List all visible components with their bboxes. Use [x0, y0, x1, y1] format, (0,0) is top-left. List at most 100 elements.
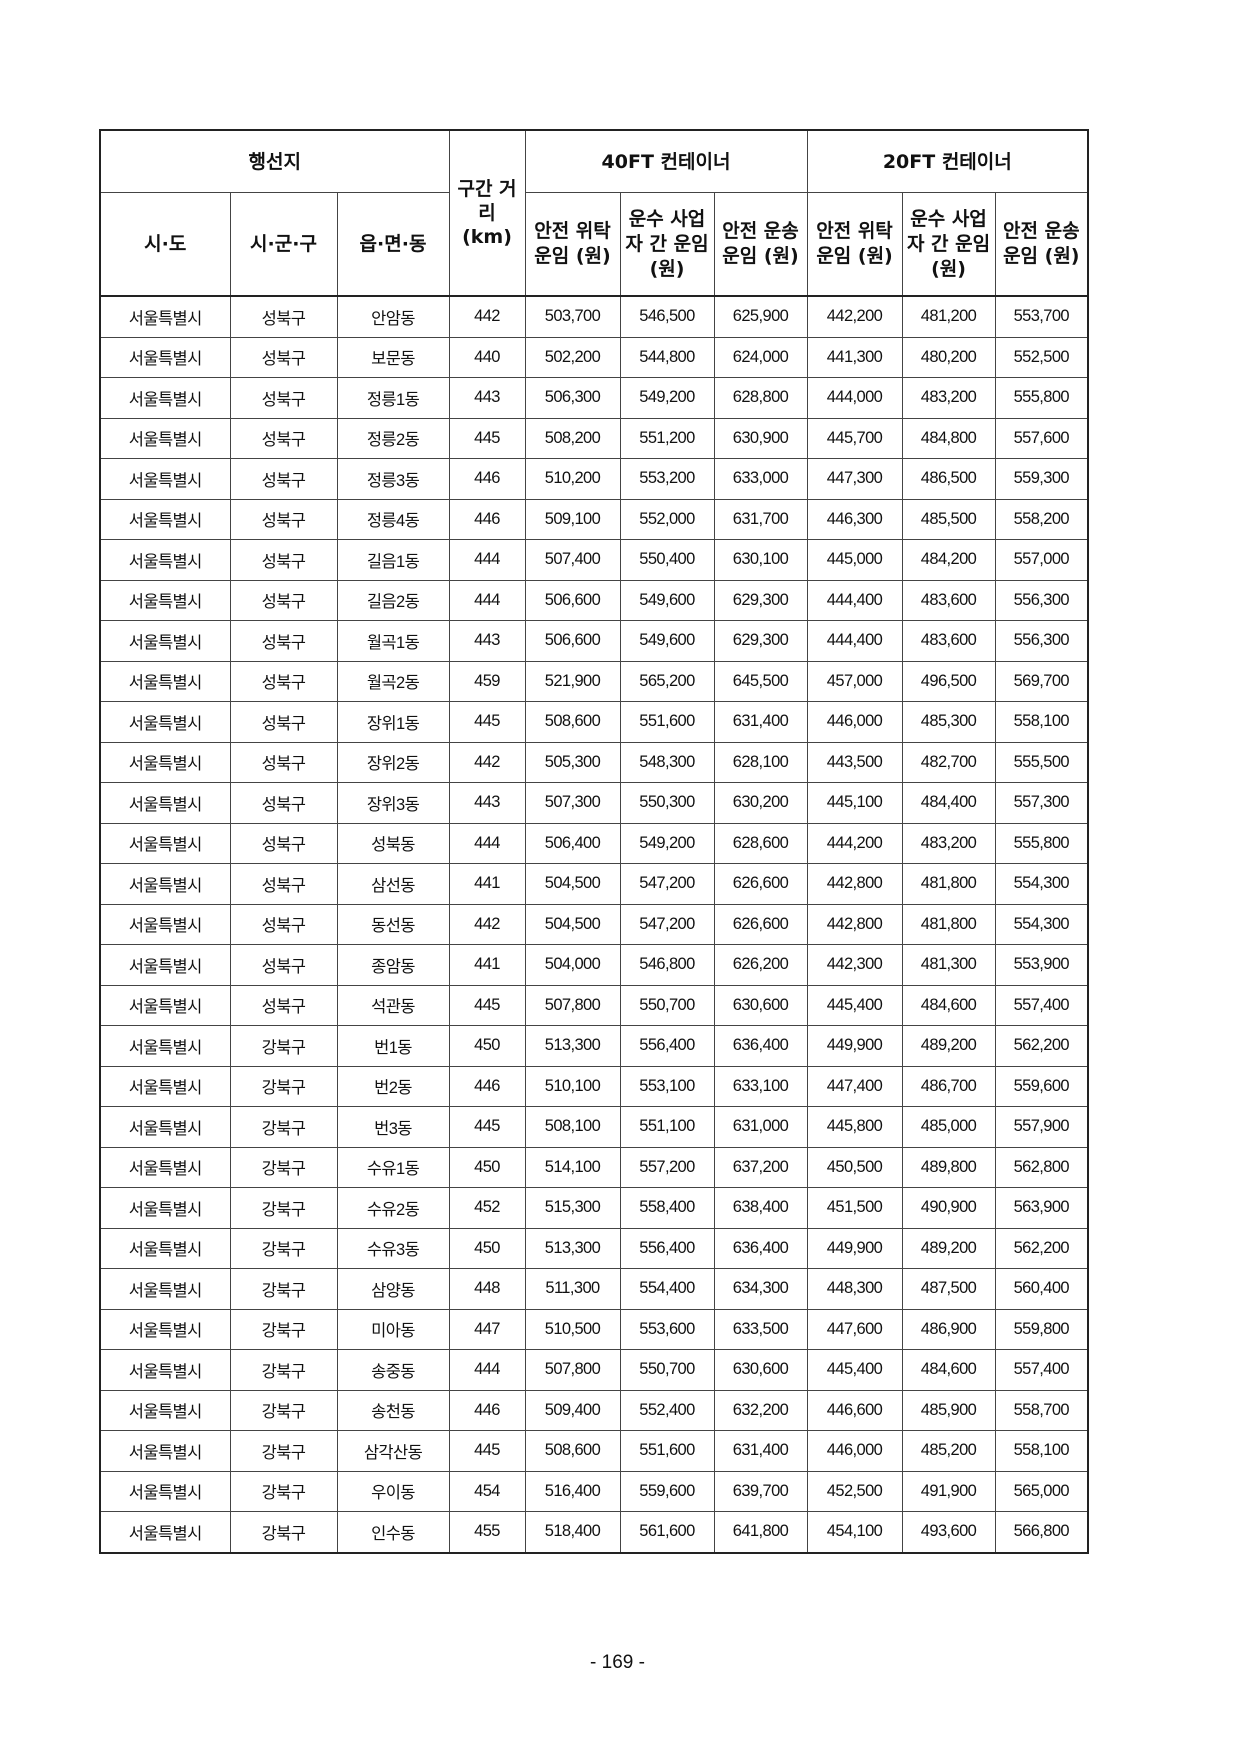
cell-sigungu: 성북구 — [229, 944, 338, 986]
cell-40ft-carrier: 558,400 — [619, 1187, 715, 1229]
cell-40ft-carrier: 565,200 — [619, 660, 715, 702]
cell-40ft-consign: 515,300 — [524, 1187, 621, 1229]
cell-eupmyeondong: 번2동 — [336, 1065, 450, 1107]
cell-40ft-safe: 631,000 — [713, 1106, 808, 1148]
cell-sido: 서울특별시 — [99, 1065, 231, 1107]
cell-40ft-safe: 637,200 — [713, 1146, 808, 1188]
cell-sigungu: 강북구 — [229, 1308, 338, 1350]
table-row: 서울특별시 강북구 미아동 447 510,500 553,600 633,500 447,6… — [99, 1308, 1089, 1350]
cell-40ft-safe: 634,300 — [713, 1268, 808, 1310]
cell-sigungu: 성북구 — [229, 984, 338, 1026]
cell-distance: 443 — [448, 377, 526, 419]
cell-20ft-carrier: 493,600 — [901, 1511, 996, 1553]
table-row: 서울특별시 강북구 수유1동 450 514,100 557,200 637,200 450,… — [99, 1146, 1089, 1188]
header-destination: 행선지 — [99, 129, 450, 193]
header-20ft-carrier: 운수 사업자 간 운임 (원) — [901, 192, 996, 297]
cell-20ft-carrier: 484,200 — [901, 539, 996, 581]
cell-20ft-carrier: 484,600 — [901, 1349, 996, 1391]
cell-40ft-safe: 631,400 — [713, 701, 808, 743]
cell-sigungu: 성북구 — [229, 660, 338, 702]
cell-distance: 445 — [448, 1106, 526, 1148]
cell-40ft-safe: 629,300 — [713, 620, 808, 662]
cell-40ft-consign: 510,200 — [524, 458, 621, 500]
cell-sigungu: 성북구 — [229, 579, 338, 621]
cell-20ft-carrier: 489,200 — [901, 1025, 996, 1067]
cell-sido: 서울특별시 — [99, 1470, 231, 1512]
cell-40ft-carrier: 561,600 — [619, 1511, 715, 1553]
cell-eupmyeondong: 장위1동 — [336, 701, 450, 743]
cell-sido: 서울특별시 — [99, 1268, 231, 1310]
cell-40ft-carrier: 551,200 — [619, 417, 715, 459]
cell-eupmyeondong: 우이동 — [336, 1470, 450, 1512]
cell-sido: 서울특별시 — [99, 660, 231, 702]
cell-sido: 서울특별시 — [99, 984, 231, 1026]
cell-eupmyeondong: 정릉1동 — [336, 377, 450, 419]
table-row: 서울특별시 성북구 정릉1동 443 506,300 549,200 628,800 444,… — [99, 377, 1089, 419]
header-distance: 구간 거리 (km) — [448, 129, 526, 297]
cell-sido: 서울특별시 — [99, 1308, 231, 1350]
cell-distance: 445 — [448, 1430, 526, 1472]
cell-20ft-consign: 442,800 — [806, 903, 903, 945]
cell-20ft-safe: 552,500 — [994, 336, 1089, 378]
cell-20ft-safe: 563,900 — [994, 1187, 1089, 1229]
cell-20ft-safe: 557,600 — [994, 417, 1089, 459]
cell-sigungu: 강북구 — [229, 1227, 338, 1269]
cell-40ft-carrier: 552,000 — [619, 498, 715, 540]
cell-eupmyeondong: 안암동 — [336, 295, 450, 338]
cell-40ft-carrier: 549,600 — [619, 579, 715, 621]
cell-distance: 446 — [448, 1065, 526, 1107]
cell-distance: 448 — [448, 1268, 526, 1310]
cell-20ft-consign: 446,300 — [806, 498, 903, 540]
cell-sido: 서울특별시 — [99, 944, 231, 986]
cell-20ft-safe: 557,900 — [994, 1106, 1089, 1148]
cell-sigungu: 강북구 — [229, 1268, 338, 1310]
header-40ft: 40FT 컨테이너 — [524, 129, 808, 193]
table-row: 서울특별시 성북구 정릉4동 446 509,100 552,000 631,700 446,… — [99, 498, 1089, 540]
cell-sido: 서울특별시 — [99, 1389, 231, 1431]
cell-sido: 서울특별시 — [99, 782, 231, 824]
cell-20ft-carrier: 485,900 — [901, 1389, 996, 1431]
cell-40ft-carrier: 550,700 — [619, 1349, 715, 1391]
table-row: 서울특별시 성북구 장위3동 443 507,300 550,300 630,200 445,… — [99, 782, 1089, 824]
header-40ft-safe: 안전 운송 운임 (원) — [713, 192, 808, 297]
cell-20ft-carrier: 480,200 — [901, 336, 996, 378]
cell-40ft-safe: 628,800 — [713, 377, 808, 419]
cell-20ft-consign: 444,400 — [806, 579, 903, 621]
cell-40ft-consign: 510,500 — [524, 1308, 621, 1350]
table-row: 서울특별시 강북구 우이동 454 516,400 559,600 639,700 452,5… — [99, 1470, 1089, 1512]
table-row: 서울특별시 성북구 길음1동 444 507,400 550,400 630,100 445,… — [99, 539, 1089, 581]
cell-eupmyeondong: 정릉4동 — [336, 498, 450, 540]
cell-20ft-safe: 557,300 — [994, 782, 1089, 824]
cell-20ft-safe: 558,700 — [994, 1389, 1089, 1431]
cell-20ft-carrier: 483,200 — [901, 822, 996, 864]
cell-eupmyeondong: 성북동 — [336, 822, 450, 864]
cell-sido: 서울특별시 — [99, 741, 231, 783]
cell-40ft-safe: 636,400 — [713, 1025, 808, 1067]
cell-20ft-safe: 556,300 — [994, 579, 1089, 621]
cell-40ft-consign: 505,300 — [524, 741, 621, 783]
cell-sido: 서울특별시 — [99, 863, 231, 905]
table-row: 서울특별시 강북구 송천동 446 509,400 552,400 632,200 446,6… — [99, 1389, 1089, 1431]
cell-eupmyeondong: 길음1동 — [336, 539, 450, 581]
table-row: 서울특별시 강북구 삼양동 448 511,300 554,400 634,300 448,3… — [99, 1268, 1089, 1310]
cell-40ft-safe: 625,900 — [713, 295, 808, 338]
cell-40ft-safe: 629,300 — [713, 579, 808, 621]
cell-20ft-safe: 558,200 — [994, 498, 1089, 540]
cell-40ft-safe: 636,400 — [713, 1227, 808, 1269]
cell-20ft-consign: 445,400 — [806, 1349, 903, 1391]
cell-sido: 서울특별시 — [99, 1025, 231, 1067]
cell-distance: 455 — [448, 1511, 526, 1553]
cell-40ft-carrier: 551,100 — [619, 1106, 715, 1148]
cell-40ft-consign: 506,400 — [524, 822, 621, 864]
cell-20ft-carrier: 486,500 — [901, 458, 996, 500]
cell-20ft-carrier: 484,800 — [901, 417, 996, 459]
cell-sigungu: 강북구 — [229, 1106, 338, 1148]
cell-sigungu: 성북구 — [229, 741, 338, 783]
cell-20ft-consign: 454,100 — [806, 1511, 903, 1553]
cell-distance: 446 — [448, 1389, 526, 1431]
cell-40ft-carrier: 556,400 — [619, 1025, 715, 1067]
cell-40ft-carrier: 551,600 — [619, 1430, 715, 1472]
cell-40ft-safe: 631,700 — [713, 498, 808, 540]
cell-20ft-carrier: 484,600 — [901, 984, 996, 1026]
cell-20ft-consign: 441,300 — [806, 336, 903, 378]
